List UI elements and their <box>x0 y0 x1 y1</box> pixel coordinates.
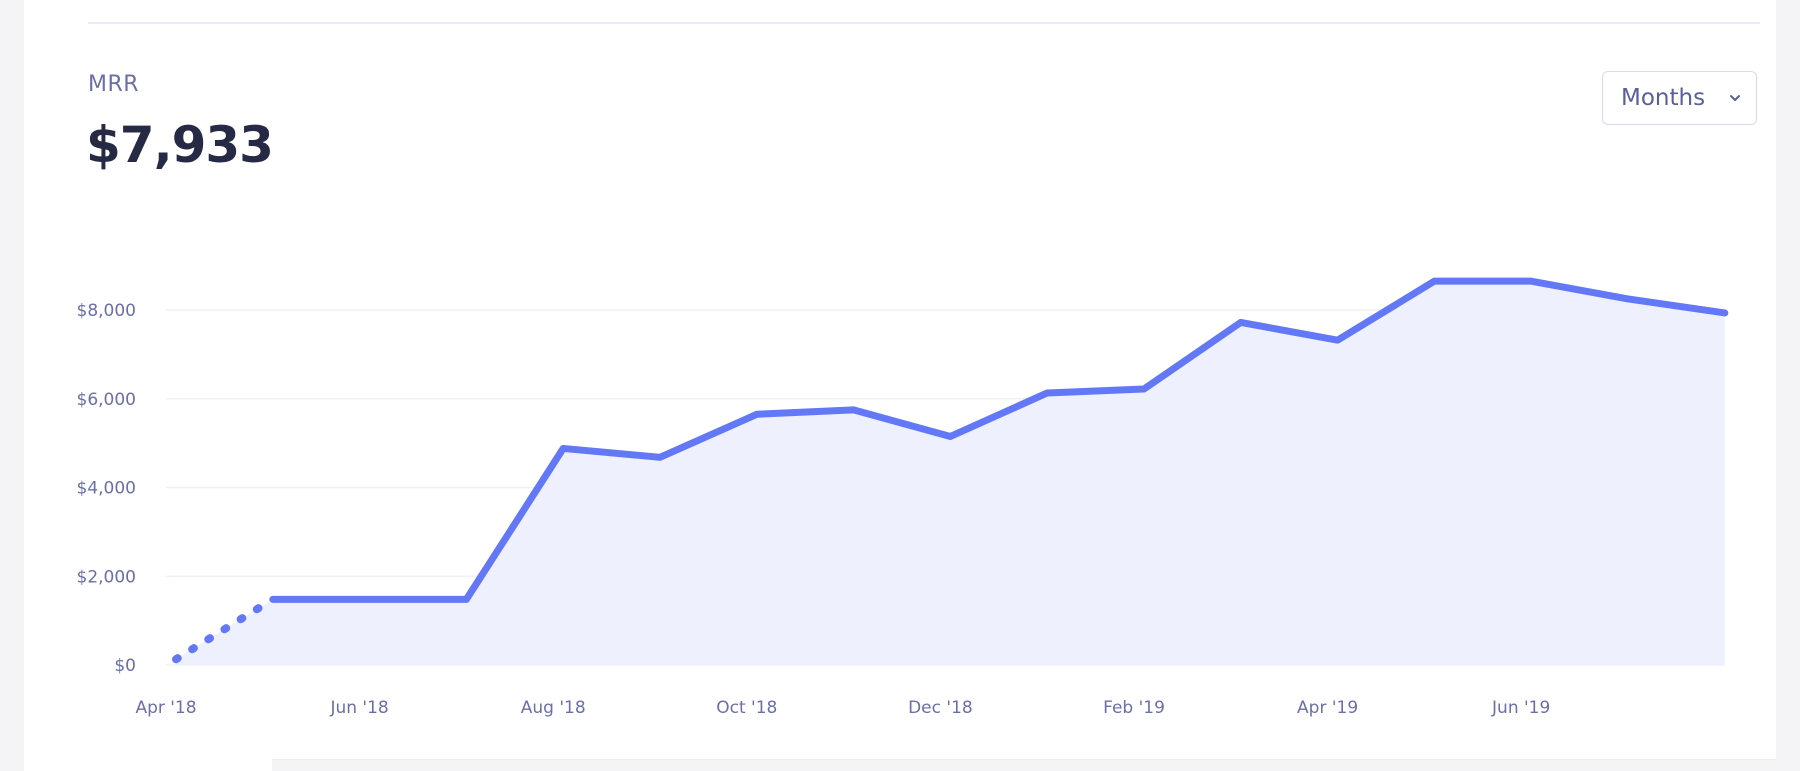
x-tick-label: Dec '18 <box>908 698 973 718</box>
y-tick-label: $8,000 <box>77 301 136 321</box>
metric-value: $7,933 <box>86 116 274 174</box>
chevron-down-icon <box>1730 95 1740 101</box>
x-tick-label: Apr '19 <box>1297 698 1358 718</box>
x-tick-label: Jun '19 <box>1491 698 1550 718</box>
y-tick-label: $2,000 <box>77 567 136 587</box>
line-series-layer <box>172 277 1729 664</box>
x-tick-label: Aug '18 <box>521 698 586 718</box>
y-axis-ticks: $0 $2,000 $4,000 $6,000 $8,000 <box>77 301 136 676</box>
line-segment-dotted <box>172 595 277 664</box>
period-select-value: Months <box>1621 85 1706 111</box>
area-fill-layer <box>176 281 1725 665</box>
y-tick-label: $6,000 <box>77 390 136 410</box>
x-tick-label: Jun '18 <box>329 698 388 718</box>
area-fill <box>176 281 1725 665</box>
x-axis-ticks: Apr '18 Jun '18 Aug '18 Oct '18 Dec '18 Feb '… <box>135 698 1550 718</box>
x-tick-label: Feb '19 <box>1103 698 1165 718</box>
x-tick-label: Apr '18 <box>135 698 196 718</box>
y-tick-label: $0 <box>114 656 136 676</box>
y-tick-label: $4,000 <box>77 479 136 499</box>
x-tick-label: Oct '18 <box>716 698 777 718</box>
top-divider <box>88 22 1760 24</box>
period-select[interactable]: Months <box>1602 71 1757 125</box>
metric-label: MRR <box>88 72 140 97</box>
line-series <box>269 277 1729 603</box>
bottom-tab-fragment <box>24 758 272 771</box>
